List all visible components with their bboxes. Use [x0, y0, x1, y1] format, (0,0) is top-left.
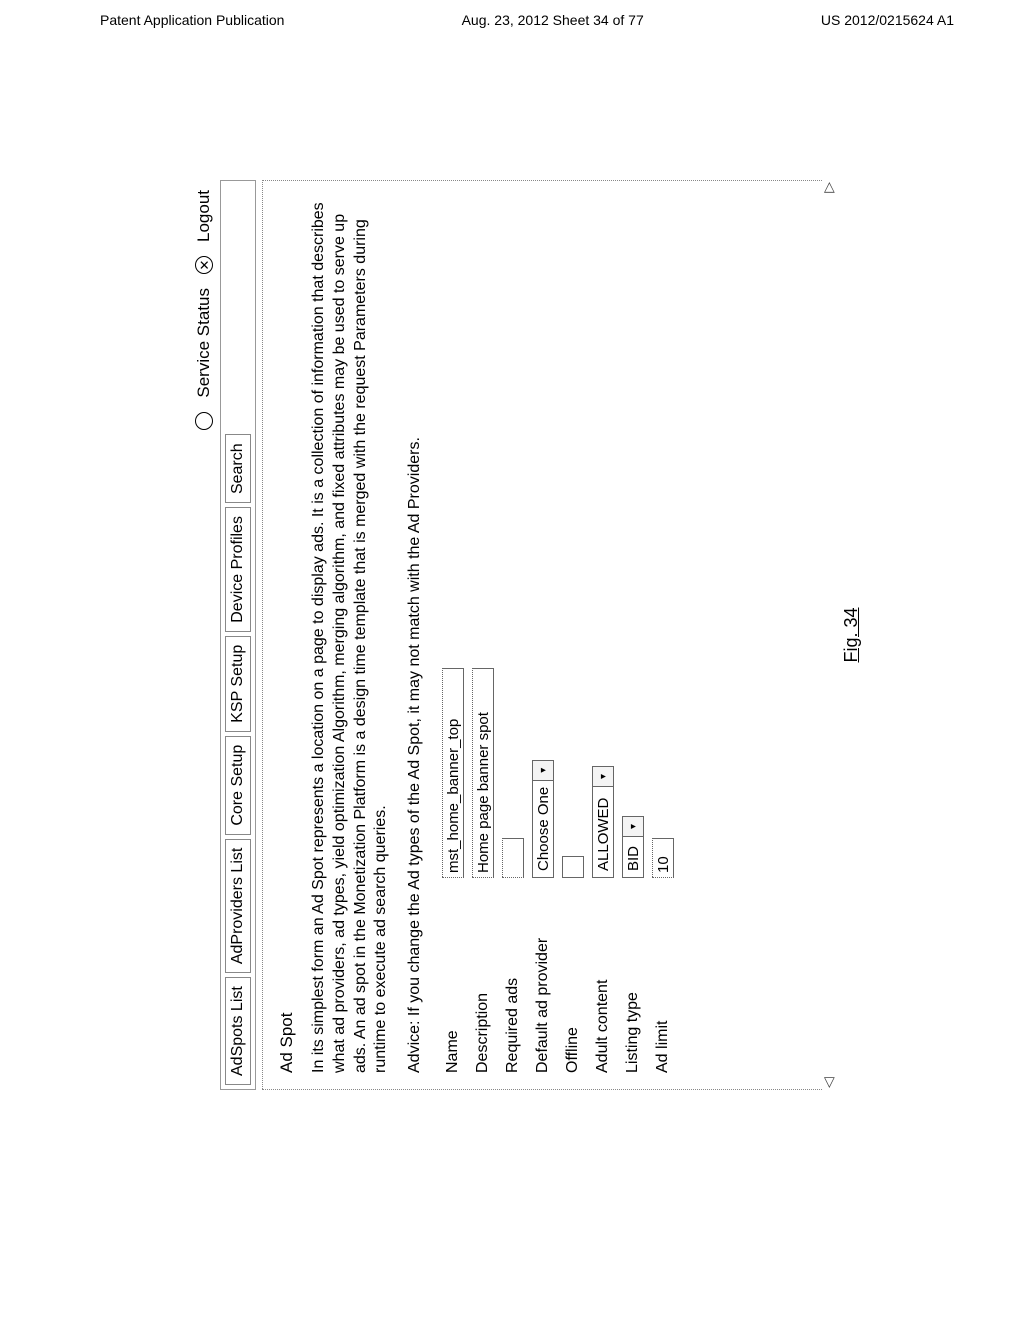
- default-provider-value: Choose One: [533, 781, 553, 877]
- listing-type-label: Listing type: [624, 878, 642, 1073]
- tab-ksp-setup[interactable]: KSP Setup: [225, 636, 251, 732]
- row-listing-type: Listing type BID ▾: [622, 197, 644, 1073]
- header-right: US 2012/0215624 A1: [821, 12, 954, 28]
- header-left: Patent Application Publication: [100, 12, 284, 28]
- row-name: Name: [442, 197, 464, 1073]
- close-icon[interactable]: ✕: [195, 256, 213, 274]
- intro-text: In its simplest form an Ad Spot represen…: [309, 197, 392, 1073]
- name-input[interactable]: [442, 668, 464, 878]
- scroll-left-arrow-icon[interactable]: ◁: [820, 1077, 837, 1088]
- tab-device-profiles[interactable]: Device Profiles: [225, 507, 251, 632]
- ad-limit-input[interactable]: [652, 838, 674, 878]
- scroll-right-arrow-icon[interactable]: ▷: [820, 182, 837, 193]
- status-indicator-icon: [195, 412, 213, 430]
- section-title: Ad Spot: [277, 197, 297, 1073]
- tab-adproviders-list[interactable]: AdProviders List: [225, 839, 251, 974]
- row-required-ads: Required ads: [502, 197, 524, 1073]
- top-bar: Service Status ✕ Logout: [190, 180, 218, 1090]
- service-status-label: Service Status: [194, 288, 214, 398]
- default-provider-select[interactable]: Choose One ▾: [532, 760, 554, 878]
- tab-adspots-list[interactable]: AdSpots List: [225, 977, 251, 1085]
- advice-text: Advice: If you change the Ad types of th…: [406, 197, 424, 1073]
- chevron-down-icon: ▾: [593, 767, 613, 787]
- header-center: Aug. 23, 2012 Sheet 34 of 77: [462, 12, 644, 28]
- app-frame: Service Status ✕ Logout AdSpots List AdP…: [190, 180, 840, 1090]
- required-ads-label: Required ads: [504, 878, 522, 1073]
- row-offline: Offline: [562, 197, 584, 1073]
- chevron-down-icon: ▾: [533, 761, 553, 781]
- row-ad-limit: Ad limit: [652, 197, 674, 1073]
- description-input[interactable]: [472, 668, 494, 878]
- required-ads-input[interactable]: [502, 838, 524, 878]
- row-description: Description: [472, 197, 494, 1073]
- adult-content-value: ALLOWED: [593, 787, 613, 877]
- row-default-provider: Default ad provider Choose One ▾: [532, 197, 554, 1073]
- listing-type-select[interactable]: BID ▾: [622, 816, 644, 878]
- tab-core-setup[interactable]: Core Setup: [225, 736, 251, 835]
- offline-label: Offline: [564, 878, 582, 1073]
- name-label: Name: [444, 878, 462, 1073]
- content-panel: Ad Spot In its simplest form an Ad Spot …: [262, 180, 822, 1090]
- adult-content-select[interactable]: ALLOWED ▾: [592, 766, 614, 878]
- offline-checkbox[interactable]: [562, 856, 584, 878]
- chevron-down-icon: ▾: [623, 817, 643, 837]
- default-provider-label: Default ad provider: [534, 878, 552, 1073]
- listing-type-value: BID: [623, 837, 643, 877]
- adult-content-label: Adult content: [594, 878, 612, 1073]
- figure-label: Fig. 34: [841, 180, 862, 1090]
- row-adult-content: Adult content ALLOWED ▾: [592, 197, 614, 1073]
- logout-link[interactable]: Logout: [194, 190, 214, 242]
- tab-row: AdSpots List AdProviders List Core Setup…: [220, 180, 256, 1090]
- scrollbar-track: ◁ ▷: [820, 180, 837, 1090]
- page-header: Patent Application Publication Aug. 23, …: [0, 0, 1024, 34]
- ad-limit-label: Ad limit: [654, 878, 672, 1073]
- description-label: Description: [474, 878, 492, 1073]
- tab-search[interactable]: Search: [225, 434, 251, 503]
